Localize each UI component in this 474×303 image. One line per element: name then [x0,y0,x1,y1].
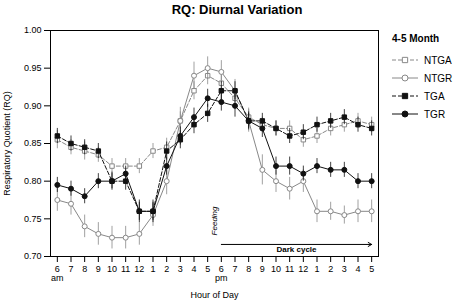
svg-text:4: 4 [355,264,360,274]
svg-text:0.95: 0.95 [24,63,42,73]
svg-text:NTGA: NTGA [424,55,452,66]
svg-text:8: 8 [246,264,251,274]
svg-text:9: 9 [260,264,265,274]
svg-text:0.75: 0.75 [24,214,42,224]
svg-text:4: 4 [191,264,196,274]
svg-text:TGA: TGA [424,91,445,102]
svg-text:8: 8 [82,264,87,274]
svg-text:3: 3 [342,264,347,274]
svg-text:Hour of Day: Hour of Day [190,290,239,300]
svg-text:0.90: 0.90 [24,101,42,111]
svg-text:6pm: 6pm [215,264,228,283]
svg-text:7: 7 [68,264,73,274]
svg-text:10: 10 [107,264,117,274]
svg-text:2: 2 [164,264,169,274]
svg-text:4-5 Month: 4-5 Month [392,33,439,44]
svg-text:3: 3 [178,264,183,274]
svg-text:NTGR: NTGR [424,73,452,84]
svg-text:1: 1 [314,264,319,274]
svg-text:5: 5 [205,264,210,274]
svg-text:Dark cycle: Dark cycle [276,245,317,254]
svg-text:11: 11 [121,264,130,274]
svg-text:Respiratory Quotient (RQ): Respiratory Quotient (RQ) [2,91,12,196]
svg-text:11: 11 [285,264,294,274]
svg-text:10: 10 [271,264,281,274]
svg-text:0.70: 0.70 [24,251,42,261]
svg-text:12: 12 [134,264,144,274]
svg-text:1: 1 [150,264,155,274]
svg-text:1.00: 1.00 [24,25,42,35]
svg-text:TGR: TGR [424,109,445,120]
svg-text:2: 2 [328,264,333,274]
html-text:RQ: Diurnal Variation: RQ: Diurnal Variation [171,2,303,17]
svg-text:0.85: 0.85 [24,138,42,148]
svg-text:9: 9 [96,264,101,274]
svg-text:0.80: 0.80 [24,176,42,186]
svg-text:12: 12 [298,264,308,274]
svg-text:7: 7 [232,264,237,274]
svg-text:5: 5 [369,264,374,274]
svg-text:6am: 6am [51,264,64,283]
svg-text:Feeding: Feeding [210,206,219,235]
